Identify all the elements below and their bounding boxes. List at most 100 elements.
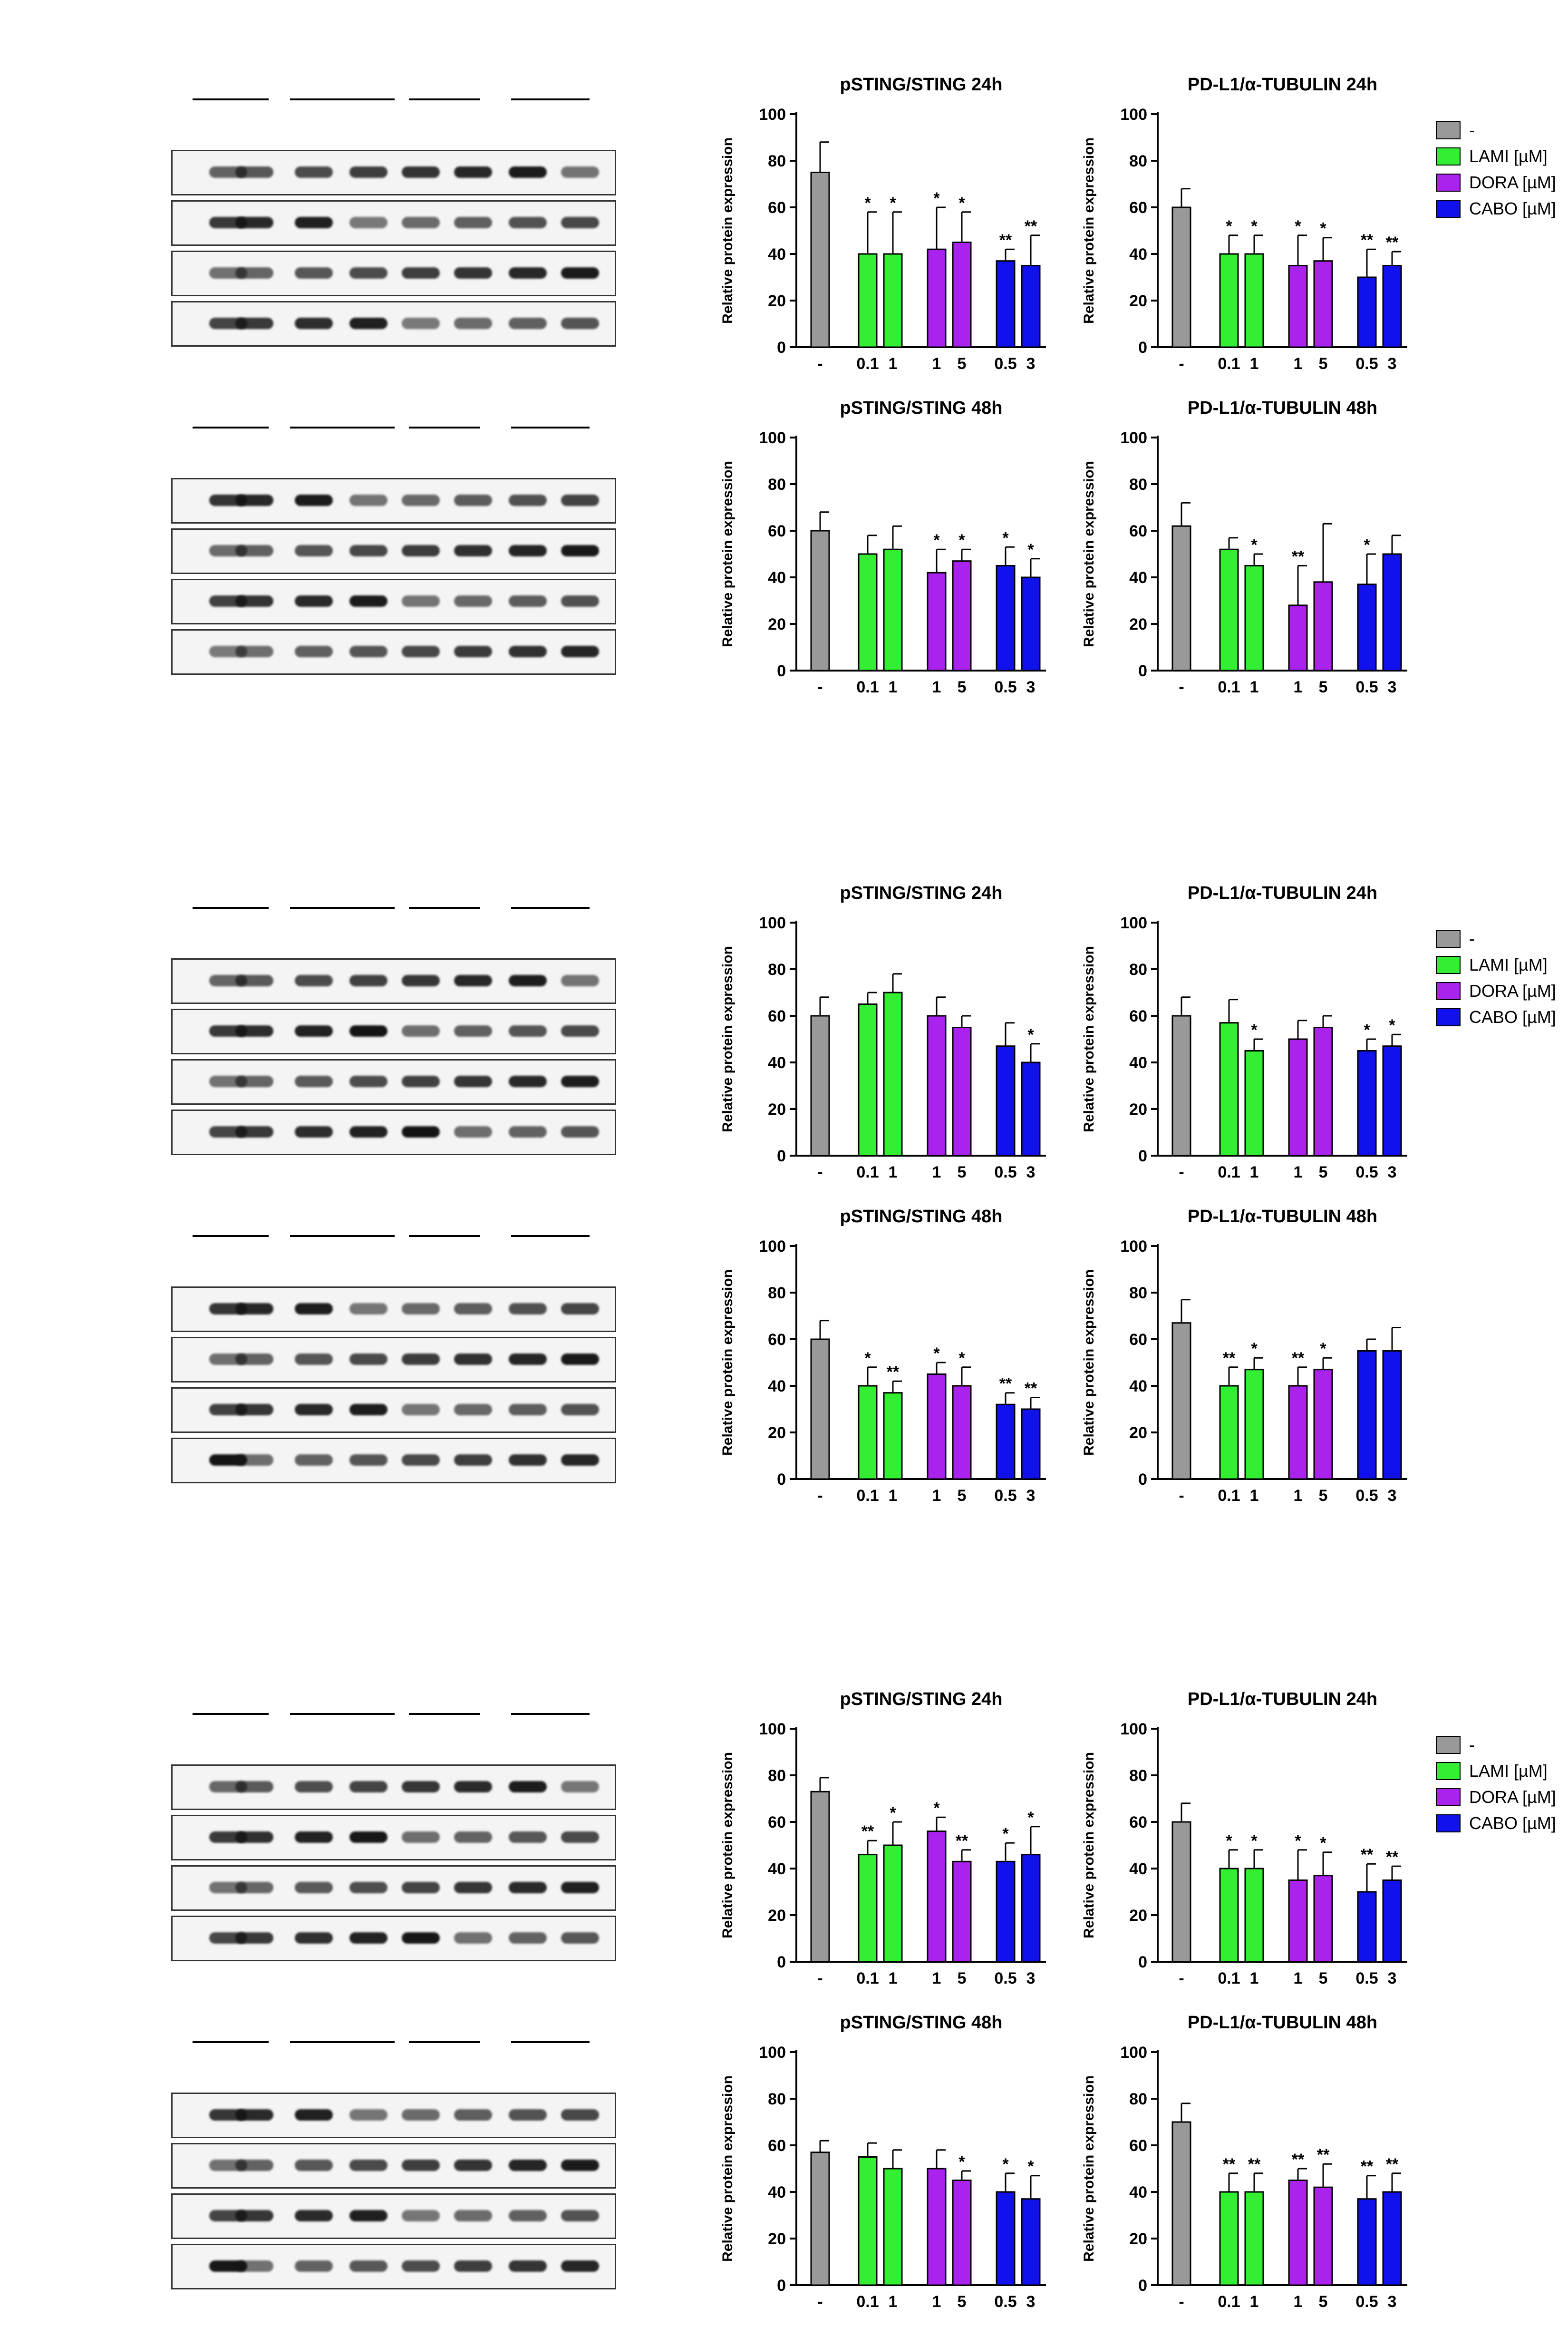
x-tick-label: 3 (1388, 1163, 1397, 1181)
y-tick-label: 80 (768, 1284, 786, 1302)
significance-label: * (958, 531, 965, 549)
blot-band (235, 975, 273, 986)
y-axis-label: Relative protein expression (720, 2075, 736, 2262)
x-tick-label: 0.5 (1355, 355, 1378, 373)
legend-label: CABO [µM] (1469, 1007, 1556, 1027)
blot-band (561, 2210, 599, 2221)
y-tick-label: 80 (768, 476, 786, 494)
bar (883, 1392, 903, 1480)
blot-band (561, 1454, 599, 1466)
blot-band (454, 2210, 492, 2221)
blot-band (349, 1353, 387, 1365)
y-tick-label: 100 (759, 429, 786, 447)
blot-band (402, 1076, 440, 1087)
blot-band (509, 267, 547, 279)
blot-band (454, 2109, 492, 2121)
bar (952, 2180, 972, 2286)
treatment-underline (193, 1235, 269, 1237)
chart-title: pSTING/STING 24h (840, 885, 1002, 903)
bar (1382, 265, 1402, 348)
bar-chart: pSTING/STING 24h Relative protein express… (720, 1691, 1046, 1987)
bar (1171, 2121, 1191, 2286)
x-tick-label: 5 (958, 2293, 967, 2311)
blot-band (295, 2160, 333, 2171)
x-tick-label: 0.5 (994, 1969, 1016, 1987)
bar (996, 2191, 1016, 2286)
blot-band (509, 1831, 547, 1843)
bar-chart: PD-L1/α-TUBULIN 48h Relative protein expr… (1081, 1208, 1407, 1505)
blot-band (402, 1404, 440, 1415)
treatment-underline (511, 1713, 590, 1715)
legend-label: LAMI [µM] (1469, 146, 1548, 166)
bar (996, 1860, 1016, 1963)
blot-band (235, 1404, 273, 1415)
x-tick-label: 3 (1026, 1163, 1036, 1181)
blot-band (402, 1353, 440, 1365)
x-tick-label: 1 (889, 1487, 898, 1505)
x-tick-label: 0.1 (856, 678, 879, 696)
y-axis-label: Relative protein expression (720, 137, 736, 324)
blot-strip (171, 2093, 616, 2138)
y-tick-label: 100 (1120, 1237, 1147, 1256)
y-tick-label: 0 (1138, 2277, 1147, 2295)
x-tick-label: 3 (1388, 1487, 1397, 1505)
bar-chart: PD-L1/α-TUBULIN 48h Relative protein expr… (1081, 2014, 1407, 2311)
blot-band (349, 646, 387, 657)
blot-band (295, 1831, 333, 1843)
treatment-underline (511, 2041, 590, 2043)
significance-label: * (933, 1344, 940, 1363)
x-tick-label: 3 (1026, 1487, 1036, 1505)
bar (996, 565, 1016, 672)
blot-band (402, 2260, 440, 2272)
significance-label: ** (1292, 1349, 1305, 1367)
blot-band (349, 495, 387, 506)
y-axis-label: Relative protein expression (1081, 2075, 1097, 2262)
legend-swatch (1436, 174, 1461, 192)
blot-band (295, 267, 333, 279)
x-tick-label: 3 (1026, 1969, 1036, 1987)
blot-band (454, 1076, 492, 1087)
significance-label: * (1320, 1834, 1326, 1852)
blot-band (561, 2160, 599, 2171)
blot-band (295, 166, 333, 178)
y-axis-label: Relative protein expression (720, 461, 736, 647)
bar (883, 992, 903, 1157)
blot-band (454, 495, 492, 506)
bar (1021, 576, 1041, 672)
x-tick-label: 3 (1388, 678, 1397, 696)
blot-band (349, 1025, 387, 1037)
bar (927, 2168, 947, 2286)
x-tick-label: 0.5 (994, 1163, 1016, 1181)
significance-label: * (1251, 1021, 1258, 1039)
blot-band (295, 1454, 333, 1466)
significance-label: * (1027, 541, 1034, 559)
significance-label: * (1027, 1809, 1034, 1827)
blot-strip (171, 579, 616, 624)
blot-band (454, 975, 492, 986)
blot-band (402, 975, 440, 986)
y-tick-label: 100 (1120, 106, 1147, 124)
significance-label: ** (1386, 2155, 1399, 2173)
blot-strip (171, 1815, 616, 1860)
blot-band (509, 1781, 547, 1792)
y-tick-label: 0 (777, 2277, 786, 2295)
y-tick-label: 40 (768, 1860, 786, 1878)
significance-label: * (864, 1349, 871, 1367)
y-tick-label: 20 (1129, 1100, 1147, 1119)
significance-label: * (1295, 217, 1301, 235)
y-tick-label: 100 (1120, 2044, 1147, 2062)
x-tick-label: 5 (958, 355, 967, 373)
y-tick-label: 40 (768, 2183, 786, 2201)
blot-band (235, 1932, 273, 1944)
blot-band (454, 1781, 492, 1792)
x-tick-label: 1 (932, 355, 941, 373)
bar-chart: pSTING/STING 24h Relative protein express… (720, 885, 1046, 1181)
bar (1313, 581, 1333, 672)
x-tick-label: 0.1 (856, 1163, 879, 1181)
y-tick-label: 100 (1120, 429, 1147, 447)
blot-band (349, 545, 387, 556)
blot-band (295, 595, 333, 607)
bar (883, 253, 903, 348)
bar (1244, 1868, 1264, 1963)
x-tick-label: - (1179, 1969, 1184, 1987)
